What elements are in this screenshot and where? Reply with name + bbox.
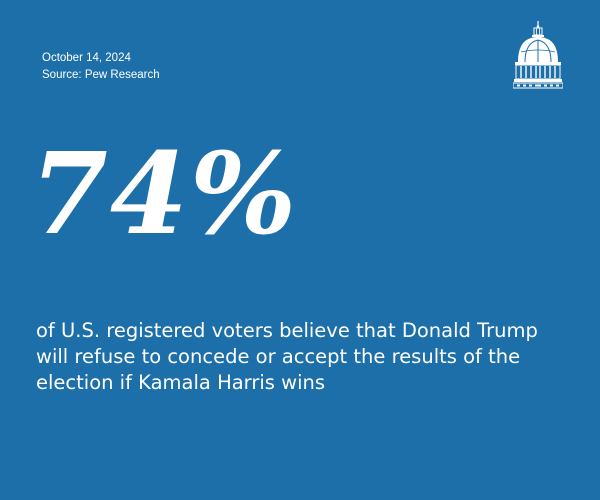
date-label: October 14, 2024 [42,52,131,64]
headline-statistic: 74% [30,129,299,260]
meta-info: October 14, 2024 Source: Pew Research [42,50,160,84]
capitol-dome-icon [512,20,564,90]
source-label: Source: Pew Research [42,69,160,81]
statistic-description: of U.S. registered voters believe that D… [36,319,538,394]
